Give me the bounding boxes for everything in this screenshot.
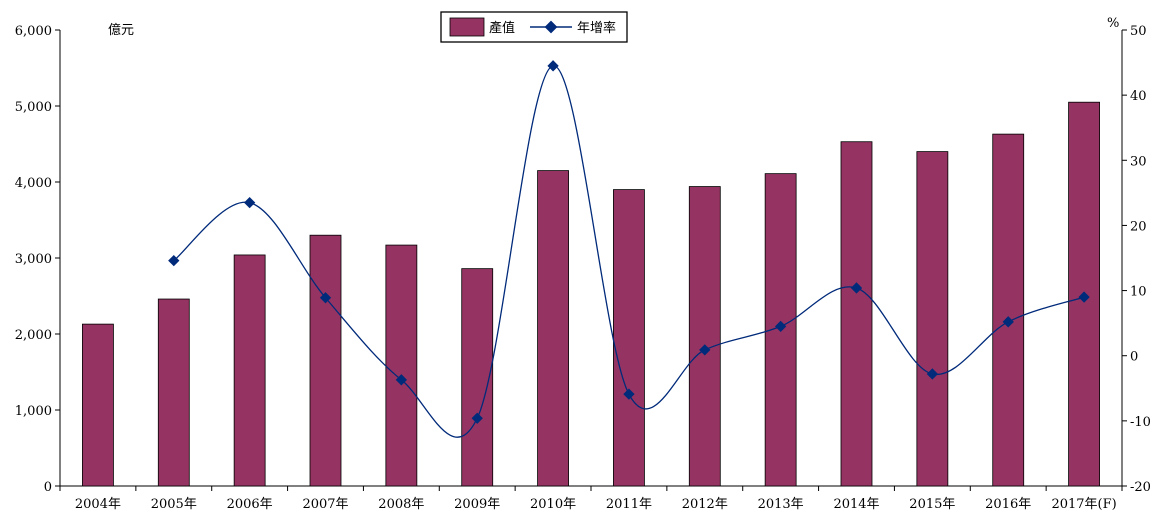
right-tick-label: 20 — [1130, 219, 1147, 234]
legend-label-bar: 產值 — [489, 20, 515, 36]
bar — [385, 244, 418, 487]
growth-rate-line — [173, 65, 1085, 438]
right-tick-label: 30 — [1130, 154, 1147, 169]
x-tick-label: 2015年 — [909, 497, 955, 512]
right-tick-label: 50 — [1130, 24, 1147, 39]
right-tick-label: 10 — [1130, 285, 1147, 300]
x-tick-label: 2012年 — [682, 497, 728, 512]
line-marker — [471, 412, 483, 424]
x-tick-label: 2004年 — [75, 497, 121, 512]
bar — [613, 189, 645, 487]
left-axis-unit: 億元 — [108, 22, 134, 38]
line-marker — [623, 388, 635, 400]
right-tick-label: -20 — [1130, 480, 1151, 495]
x-tick-label: 2014年 — [833, 497, 879, 512]
x-tick-label: 2006年 — [227, 497, 273, 512]
line-marker — [319, 292, 332, 304]
bar — [157, 298, 190, 487]
line-marker — [1002, 316, 1014, 328]
line-marker — [699, 344, 711, 356]
left-tick-label: 6,000 — [15, 24, 52, 39]
legend: 產值 年增率 — [440, 11, 628, 43]
bar — [82, 323, 114, 487]
x-tick-label: 2017年(F) — [1051, 497, 1116, 512]
bar-series — [82, 101, 1100, 487]
bar — [688, 186, 721, 487]
left-tick-label: 3,000 — [15, 252, 52, 267]
left-tick-label: 0 — [44, 480, 52, 495]
line-marker — [243, 196, 256, 209]
right-axis-unit: % — [1107, 16, 1119, 31]
x-tick-label: 2013年 — [758, 497, 804, 512]
left-tick-label: 4,000 — [15, 176, 52, 191]
bar — [537, 170, 569, 487]
right-tick-label: 0 — [1130, 350, 1138, 365]
line-marker — [774, 320, 787, 333]
bar — [233, 254, 266, 487]
left-tick-label: 1,000 — [15, 404, 52, 419]
line-marker — [168, 254, 180, 267]
x-tick-label: 2010年 — [530, 497, 576, 512]
line-marker — [926, 368, 939, 380]
line-marker — [850, 282, 863, 294]
bar — [461, 268, 494, 487]
bar — [840, 141, 873, 487]
legend-label-line: 年增率 — [577, 20, 616, 36]
line-series — [168, 60, 1090, 438]
line-marker — [395, 374, 408, 386]
x-tick-label: 2016年 — [985, 497, 1031, 512]
x-tick-label: 2008年 — [378, 497, 424, 512]
bar — [992, 133, 1025, 487]
tick-labels: 0 1,000 2,000 3,000 4,000 5,000 6,000 -20 -10 0 10… — [15, 24, 1151, 512]
left-tick-label: 5,000 — [15, 100, 52, 115]
bar — [309, 234, 342, 487]
legend-swatch-bar — [449, 17, 485, 37]
x-tick-label: 2007年 — [302, 497, 348, 512]
left-tick-label: 2,000 — [15, 328, 52, 343]
x-tick-label: 2005年 — [151, 497, 197, 512]
line-marker — [1078, 291, 1090, 303]
x-tick-label: 2011年 — [606, 497, 652, 512]
right-tick-label: 40 — [1130, 89, 1147, 104]
axes — [55, 29, 1127, 491]
bar — [916, 151, 949, 487]
x-tick-label: 2009年 — [454, 497, 500, 512]
right-tick-label: -10 — [1130, 415, 1151, 430]
